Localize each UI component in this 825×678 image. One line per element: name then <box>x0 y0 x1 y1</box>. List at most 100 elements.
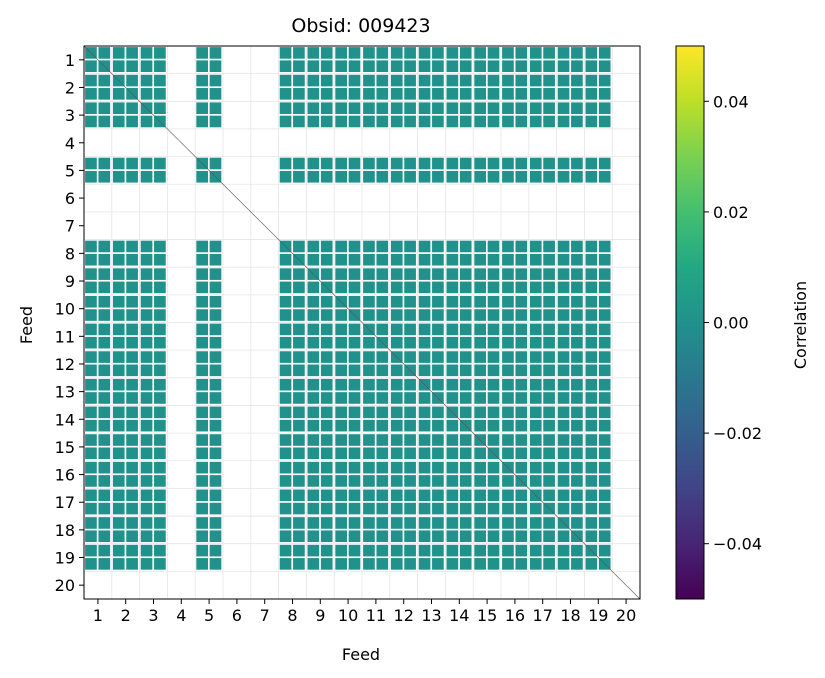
heatmap-subcell <box>571 60 583 72</box>
heatmap-subcell <box>447 351 459 363</box>
heatmap-subcell <box>543 530 555 542</box>
heatmap-subcell <box>85 545 97 557</box>
heatmap-subcell <box>488 420 500 432</box>
heatmap-subcell <box>558 530 570 542</box>
heatmap-subcell <box>335 420 347 432</box>
heatmap-subcell <box>280 462 292 474</box>
heatmap-subcell <box>98 379 110 391</box>
heatmap-subcell <box>141 379 153 391</box>
heatmap-subcell <box>113 475 125 487</box>
heatmap-subcell <box>85 296 97 308</box>
heatmap-subcell <box>488 116 500 128</box>
heatmap-subcell <box>571 241 583 253</box>
heatmap-subcell <box>404 503 416 515</box>
heatmap-subcell <box>391 75 403 87</box>
heatmap-subcell <box>502 268 514 280</box>
heatmap-subcell <box>460 268 472 280</box>
heatmap-subcell <box>404 282 416 294</box>
heatmap-subcell <box>154 88 166 100</box>
heatmap-subcell <box>530 447 542 459</box>
heatmap-subcell <box>474 268 486 280</box>
heatmap-subcell <box>530 75 542 87</box>
heatmap-subcell <box>447 530 459 542</box>
heatmap-subcell <box>293 545 305 557</box>
heatmap-subcell <box>293 88 305 100</box>
heatmap-subcell <box>447 365 459 377</box>
heatmap-subcell <box>558 102 570 114</box>
heatmap-subcell <box>474 379 486 391</box>
heatmap-subcell <box>502 282 514 294</box>
heatmap-subcell <box>447 309 459 321</box>
heatmap-subcell <box>432 365 444 377</box>
heatmap-subcell <box>376 475 388 487</box>
heatmap-subcell <box>335 241 347 253</box>
y-tick-label: 14 <box>55 410 75 429</box>
heatmap-subcell <box>488 282 500 294</box>
heatmap-subcell <box>404 296 416 308</box>
heatmap-subcell <box>515 309 527 321</box>
x-tick-label: 13 <box>421 606 441 625</box>
heatmap-subcell <box>404 88 416 100</box>
x-axis-label: Feed <box>342 645 380 664</box>
heatmap-subcell <box>376 268 388 280</box>
heatmap-subcell <box>460 171 472 183</box>
heatmap-subcell <box>543 545 555 557</box>
heatmap-subcell <box>349 88 361 100</box>
heatmap-subcell <box>530 558 542 570</box>
heatmap-subcell <box>586 75 598 87</box>
heatmap-subcell <box>335 254 347 266</box>
heatmap-subcell <box>293 171 305 183</box>
heatmap-subcell <box>432 379 444 391</box>
heatmap-subcell <box>419 324 431 336</box>
heatmap-subcell <box>586 434 598 446</box>
heatmap-subcell <box>376 462 388 474</box>
heatmap-subcell <box>113 490 125 502</box>
heatmap-subcell <box>571 268 583 280</box>
heatmap-subcell <box>321 447 333 459</box>
heatmap-subcell <box>391 254 403 266</box>
heatmap-subcell <box>98 309 110 321</box>
heatmap-subcell <box>419 462 431 474</box>
heatmap-subcell <box>432 475 444 487</box>
heatmap-subcell <box>280 88 292 100</box>
heatmap-subcell <box>85 268 97 280</box>
heatmap-subcell <box>447 296 459 308</box>
heatmap-subcell <box>419 102 431 114</box>
heatmap-subcell <box>113 365 125 377</box>
heatmap-subcell <box>98 337 110 349</box>
heatmap-subcell <box>558 324 570 336</box>
heatmap-subcell <box>502 530 514 542</box>
heatmap-subcell <box>432 434 444 446</box>
heatmap-subcell <box>376 75 388 87</box>
heatmap-subcell <box>154 545 166 557</box>
heatmap-subcell <box>599 60 611 72</box>
heatmap-subcell <box>404 116 416 128</box>
heatmap-subcell <box>196 116 208 128</box>
heatmap-subcell <box>349 558 361 570</box>
heatmap-subcell <box>404 241 416 253</box>
heatmap-subcell <box>391 268 403 280</box>
heatmap-subcell <box>599 434 611 446</box>
heatmap-subcell <box>474 116 486 128</box>
heatmap-subcell <box>280 420 292 432</box>
heatmap-subcell <box>126 392 138 404</box>
heatmap-subcell <box>530 530 542 542</box>
heatmap-subcell <box>349 392 361 404</box>
heatmap-subcell <box>126 420 138 432</box>
heatmap-subcell <box>432 558 444 570</box>
heatmap-subcell <box>85 254 97 266</box>
heatmap-subcell <box>558 558 570 570</box>
heatmap-subcell <box>571 447 583 459</box>
heatmap-subcell <box>280 434 292 446</box>
heatmap-subcell <box>126 475 138 487</box>
heatmap-subcell <box>280 558 292 570</box>
heatmap-subcell <box>210 530 222 542</box>
heatmap-subcell <box>113 407 125 419</box>
heatmap-subcell <box>113 379 125 391</box>
heatmap-subcell <box>113 60 125 72</box>
heatmap-subcell <box>280 309 292 321</box>
heatmap-subcell <box>488 171 500 183</box>
heatmap-subcell <box>85 475 97 487</box>
heatmap-subcell <box>141 282 153 294</box>
heatmap-subcell <box>126 447 138 459</box>
